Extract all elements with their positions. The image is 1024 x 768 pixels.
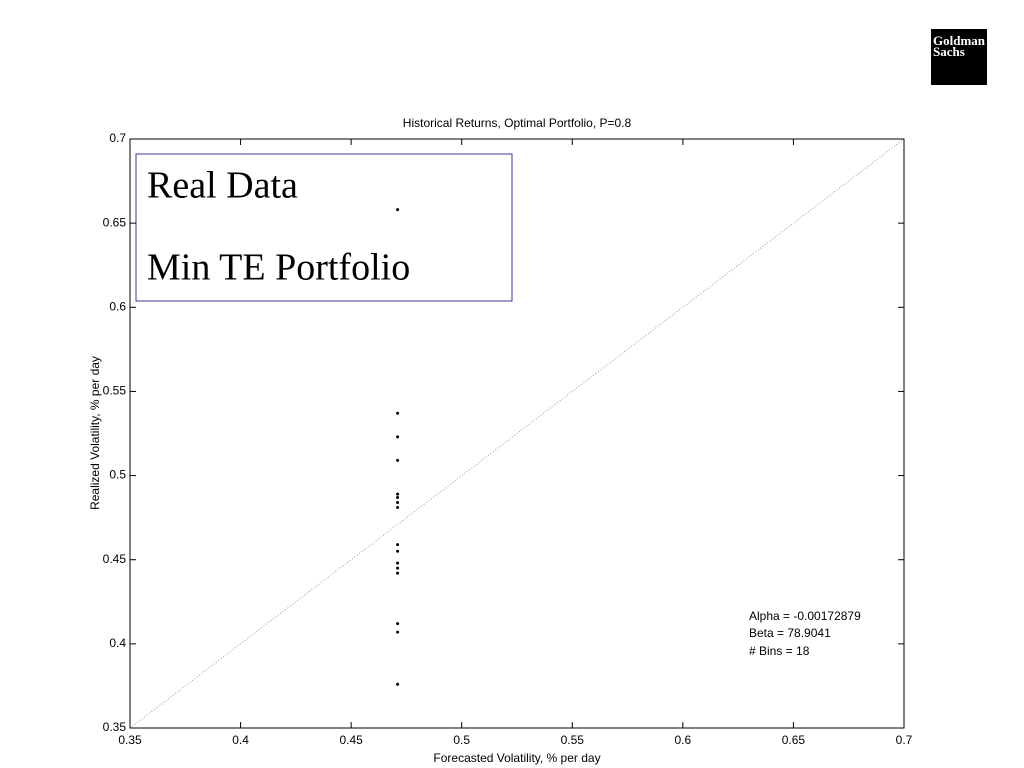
- text-box-line: Min TE Portfolio: [147, 247, 410, 289]
- x-tick-label: 0.35: [118, 733, 142, 747]
- text-box-line: Real Data: [147, 165, 298, 207]
- point: [396, 630, 400, 634]
- point: [396, 500, 400, 504]
- y-tick-label: 0.45: [103, 552, 127, 566]
- annotation: Alpha = -0.00172879: [749, 609, 861, 623]
- x-tick-label: 0.65: [782, 733, 806, 747]
- x-tick-label: 0.7: [896, 733, 913, 747]
- x-tick-label: 0.4: [232, 733, 249, 747]
- y-tick-label: 0.7: [109, 131, 126, 145]
- y-tick-label: 0.55: [103, 384, 127, 398]
- y-tick-label: 0.6: [109, 299, 126, 313]
- point: [396, 411, 400, 415]
- reference-line: [129, 138, 905, 729]
- plot-frame: [129, 138, 905, 729]
- point: [396, 682, 400, 686]
- y-tick-label: 0.35: [103, 720, 127, 734]
- annotation: # Bins = 18: [749, 644, 810, 658]
- x-axis-label: Forecasted Volatility, % per day: [433, 751, 600, 765]
- point: [396, 506, 400, 510]
- y-tick-label: 0.5: [109, 468, 126, 482]
- point: [396, 561, 400, 565]
- y-tick-label: 0.4: [109, 636, 126, 650]
- point: [396, 495, 400, 499]
- logo-box: [931, 29, 987, 85]
- point: [396, 549, 400, 553]
- point: [396, 492, 400, 496]
- point: [396, 208, 400, 212]
- y-axis-label: Realized Volatility, % per day: [88, 356, 102, 510]
- y-tick-label: 0.65: [103, 215, 127, 229]
- chart-title: Historical Returns, Optimal Portfolio, P…: [403, 116, 632, 130]
- text-box: [135, 153, 513, 302]
- x-tick-label: 0.45: [339, 733, 363, 747]
- x-tick-label: 0.5: [453, 733, 470, 747]
- x-tick-label: 0.55: [561, 733, 585, 747]
- point: [396, 435, 400, 439]
- point: [396, 622, 400, 626]
- point: [396, 543, 400, 547]
- x-tick-label: 0.6: [675, 733, 692, 747]
- logo-text: Goldman: [933, 33, 986, 48]
- point: [396, 566, 400, 570]
- point: [396, 571, 400, 575]
- annotation: Beta = 78.9041: [749, 626, 831, 640]
- logo-text: Sachs: [933, 44, 965, 59]
- point: [396, 458, 400, 462]
